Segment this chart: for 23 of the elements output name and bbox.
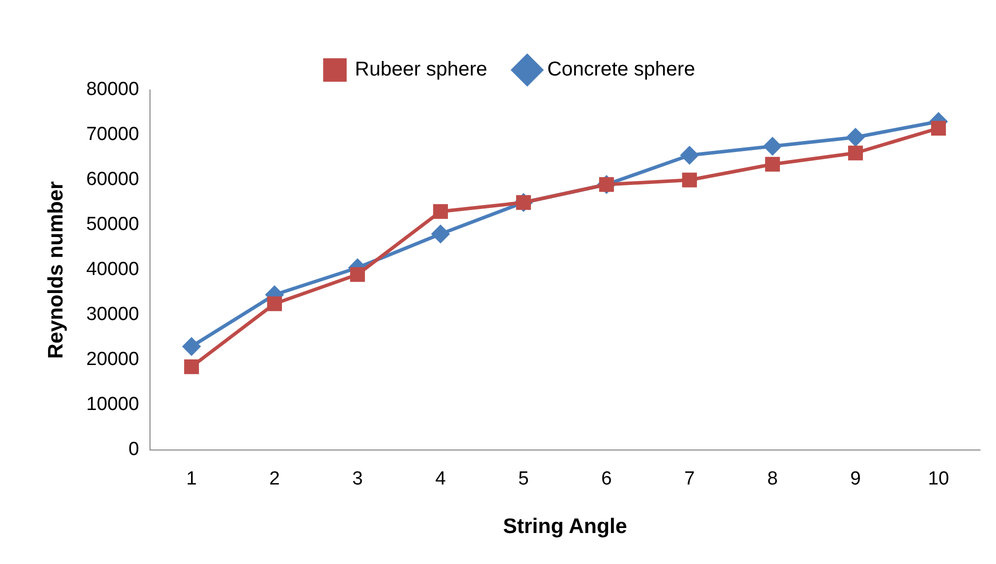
- x-tick-label: 7: [684, 468, 695, 490]
- y-tick-label: 70000: [86, 124, 140, 146]
- x-tick-label: 2: [269, 468, 280, 490]
- legend-label: Concrete sphere: [547, 58, 696, 81]
- y-tick-label: 20000: [86, 349, 140, 370]
- y-tick-label: 30000: [86, 304, 140, 326]
- legend-label: Rubeer sphere: [354, 58, 488, 81]
- y-axis-title: Reynolds number: [44, 181, 68, 359]
- y-tick-label: 60000: [86, 169, 140, 190]
- y-tick-label: 40000: [86, 259, 140, 280]
- y-tick-label: 10000: [86, 394, 140, 416]
- x-axis-title: String Angle: [502, 515, 628, 538]
- x-tick-label: 8: [767, 468, 778, 490]
- x-tick-label: 3: [352, 468, 363, 490]
- x-tick-label: 5: [518, 468, 529, 490]
- y-tick-label: 80000: [86, 79, 140, 100]
- x-tick-label: 10: [928, 468, 950, 490]
- x-tick-label: 1: [186, 468, 197, 490]
- x-tick-label: 9: [850, 468, 861, 490]
- x-tick-label: 6: [601, 468, 612, 490]
- y-tick-label: 50000: [86, 214, 140, 236]
- x-tick-label: 4: [435, 468, 446, 490]
- y-tick-label: 0: [128, 439, 140, 460]
